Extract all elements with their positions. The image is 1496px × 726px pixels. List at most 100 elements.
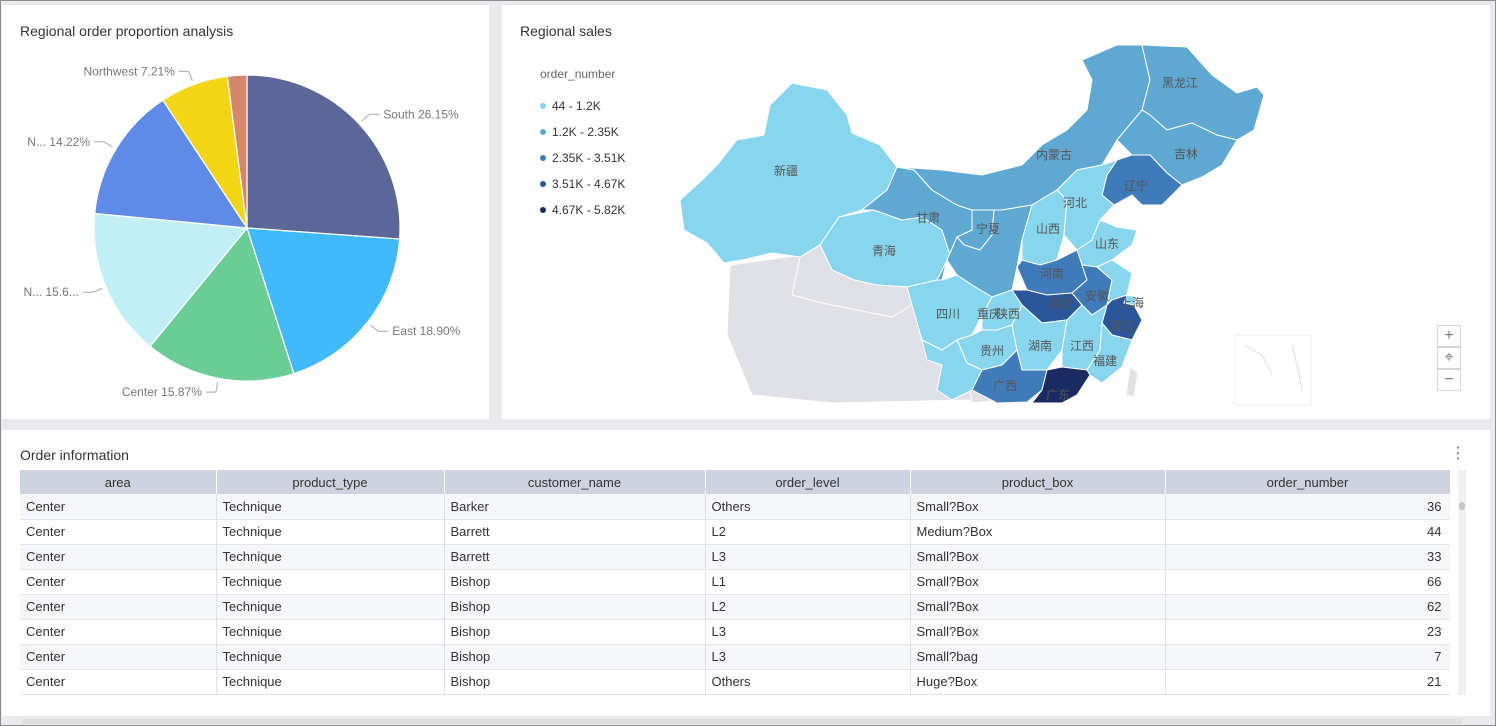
- province-label: 山东: [1095, 237, 1119, 251]
- cell-area: Center: [20, 569, 217, 595]
- table-panel: Order information ⋮ area product_type cu…: [2, 430, 1490, 724]
- cell-order-level: L3: [705, 619, 911, 645]
- cell-order-number: 36: [1165, 494, 1450, 520]
- scrollbar-thumb[interactable]: [1459, 502, 1465, 510]
- table-row[interactable]: Center Technique Barker Others Small?Box 36: [20, 494, 1450, 520]
- cell-customer-name: Bishop: [444, 619, 706, 645]
- table-row[interactable]: Center Technique Bishop L3 Small?Box 23: [20, 619, 1450, 645]
- pie-slice-label: South 26.15%: [383, 107, 459, 121]
- cell-order-level: L2: [705, 594, 911, 620]
- province-label: 甘肃: [916, 211, 940, 225]
- province-guangdong[interactable]: [1030, 366, 1091, 404]
- pie-label-line: [205, 382, 219, 393]
- table-row[interactable]: Center Technique Bishop Others Huge?Box 21: [20, 669, 1450, 695]
- legend-label: 3.51K - 4.67K: [552, 177, 626, 191]
- legend-item[interactable]: 1.2K - 2.35K: [540, 119, 625, 145]
- province-label: 青海: [872, 243, 896, 258]
- pie-label-line: [370, 324, 389, 332]
- province-label: 湖南: [1028, 338, 1052, 353]
- province-label: 福建: [1093, 353, 1117, 368]
- legend-item[interactable]: 2.35K - 3.51K: [540, 145, 625, 171]
- cell-order-number: 23: [1165, 619, 1450, 645]
- more-options-icon[interactable]: ⋮: [1450, 445, 1466, 462]
- province-hebei[interactable]: [1056, 159, 1119, 251]
- cell-product-box: Small?Box: [910, 569, 1166, 595]
- cell-customer-name: Bishop: [444, 569, 706, 595]
- table-row[interactable]: Center Technique Bishop L1 Small?Box 66: [20, 569, 1450, 595]
- province-label: 宁夏: [976, 221, 1000, 236]
- province-label: 吉林: [1174, 147, 1198, 161]
- pie-slice[interactable]: [149, 226, 295, 382]
- province-label: 安徽: [1085, 288, 1109, 303]
- column-header-product-type[interactable]: product_type: [216, 470, 445, 494]
- table-row[interactable]: Center Technique Bishop L2 Small?Box 62: [20, 594, 1450, 620]
- column-header-area[interactable]: area: [20, 470, 217, 494]
- cell-area: Center: [20, 494, 217, 520]
- south-china-sea-inset: [1234, 334, 1312, 406]
- province-label: 河北: [1063, 196, 1087, 210]
- legend-title: order_number: [540, 67, 616, 81]
- cell-area: Center: [20, 644, 217, 670]
- pie-slice[interactable]: [94, 99, 249, 229]
- table-row[interactable]: Center Technique Barrett L2 Medium?Box 44: [20, 519, 1450, 545]
- province-label: 四川: [936, 307, 960, 321]
- province-label: 浙江: [1110, 319, 1134, 333]
- inset-island-line: [1243, 344, 1303, 391]
- legend-item[interactable]: 4.67K - 5.82K: [540, 197, 625, 223]
- cell-product-type: Technique: [216, 644, 445, 670]
- pie-slice-label: N... 14.22%: [27, 135, 90, 149]
- pie-slice[interactable]: [93, 212, 249, 348]
- pie-slice[interactable]: [226, 74, 248, 229]
- legend-dot-icon: [540, 103, 546, 109]
- table-row[interactable]: Center Technique Bishop L3 Small?bag 7: [20, 644, 1450, 670]
- pie-slice[interactable]: [246, 227, 401, 375]
- cell-product-box: Medium?Box: [910, 519, 1166, 545]
- cell-area: Center: [20, 544, 217, 570]
- pie-chart-title: Regional order proportion analysis: [20, 23, 234, 39]
- column-header-product-box[interactable]: product_box: [910, 470, 1166, 494]
- cell-customer-name: Bishop: [444, 669, 706, 695]
- legend-label: 4.67K - 5.82K: [552, 203, 626, 217]
- cell-order-level: L3: [705, 544, 911, 570]
- cell-product-type: Technique: [216, 569, 445, 595]
- table-vertical-scrollbar[interactable]: [1458, 470, 1466, 695]
- column-header-order-level[interactable]: order_level: [705, 470, 911, 494]
- cell-product-box: Small?Box: [910, 494, 1166, 520]
- legend-item[interactable]: 44 - 1.2K: [540, 93, 625, 119]
- pie-label-line: [178, 70, 193, 81]
- cell-product-box: Small?Box: [910, 544, 1166, 570]
- cell-customer-name: Barker: [444, 494, 706, 520]
- column-header-order-number[interactable]: order_number: [1165, 470, 1450, 494]
- province-label: 江西: [1070, 339, 1094, 353]
- legend-dot-icon: [540, 207, 546, 213]
- table-row[interactable]: Center Technique Barrett L3 Small?Box 33: [20, 544, 1450, 570]
- cell-product-box: Small?Box: [910, 594, 1166, 620]
- cell-product-type: Technique: [216, 544, 445, 570]
- cell-area: Center: [20, 669, 217, 695]
- province-label: 山西: [1036, 222, 1060, 236]
- province-label: 内蒙古: [1036, 147, 1072, 162]
- cell-order-number: 44: [1165, 519, 1450, 545]
- cell-product-box: Small?Box: [910, 619, 1166, 645]
- cell-order-level: L2: [705, 519, 911, 545]
- order-table: area product_type customer_name order_le…: [20, 470, 1450, 695]
- zoom-out-button[interactable]: −: [1437, 369, 1461, 391]
- legend-item[interactable]: 3.51K - 4.67K: [540, 171, 625, 197]
- table-horizontal-scrollbar[interactable]: [22, 719, 1462, 724]
- legend-label: 44 - 1.2K: [552, 99, 601, 113]
- cell-order-number: 7: [1165, 644, 1450, 670]
- pie-chart[interactable]: South 26.15% East 18.90% Center 15.87% N...…: [2, 5, 489, 419]
- zoom-in-button[interactable]: +: [1437, 325, 1461, 347]
- pie-label-line: [361, 113, 380, 122]
- cell-product-box: Small?bag: [910, 644, 1166, 670]
- cell-order-number: 33: [1165, 544, 1450, 570]
- pie-slice-label: Center 15.87%: [122, 385, 202, 399]
- legend-dot-icon: [540, 155, 546, 161]
- column-header-customer-name[interactable]: customer_name: [444, 470, 706, 494]
- pie-label-line: [82, 287, 103, 293]
- province-label: 辽宁: [1124, 178, 1148, 193]
- cell-order-level: Others: [705, 494, 911, 520]
- locate-button[interactable]: ⌖: [1437, 347, 1461, 369]
- pie-slice[interactable]: [246, 74, 401, 240]
